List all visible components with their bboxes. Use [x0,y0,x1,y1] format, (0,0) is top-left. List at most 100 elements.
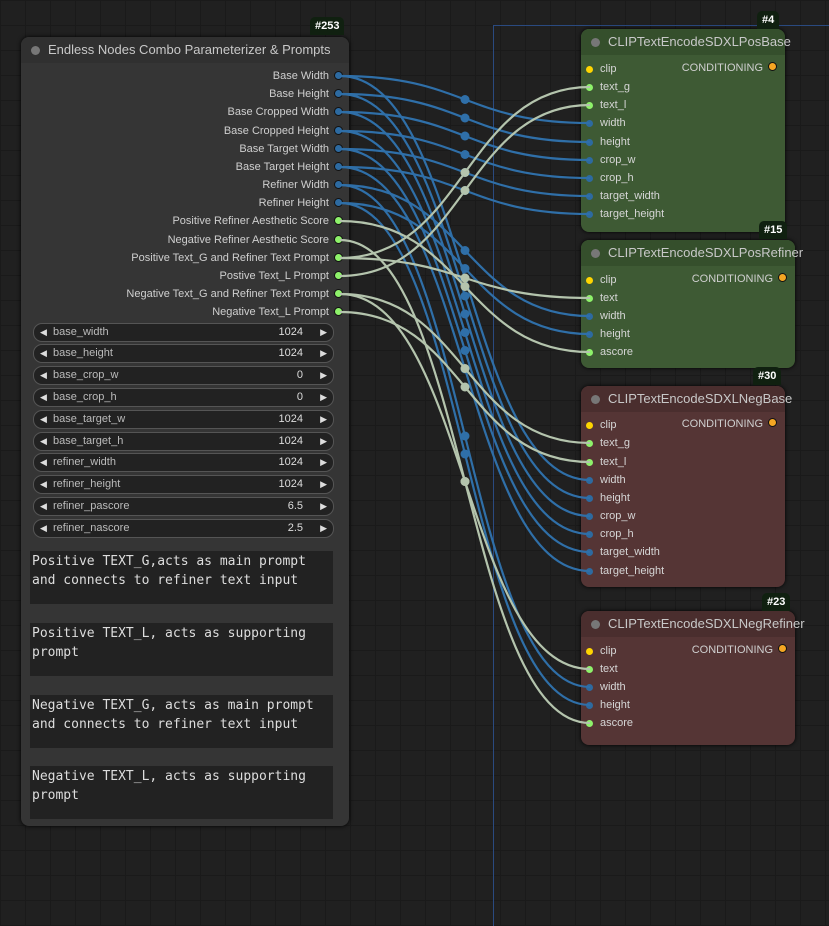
number-widget-refiner-height[interactable]: ◀ refiner_height 1024 ▶ [33,475,334,494]
output-socket-icon[interactable] [768,62,777,71]
input-slot-height[interactable]: height [586,491,630,505]
input-slot-target-height[interactable]: target_height [586,207,664,221]
increment-arrow-icon[interactable]: ▶ [320,436,327,446]
increment-arrow-icon[interactable]: ▶ [320,501,327,511]
decrement-arrow-icon[interactable]: ◀ [40,501,47,511]
input-slot-height[interactable]: height [586,327,630,341]
link-center-marker[interactable] [460,346,470,355]
input-socket-icon[interactable] [586,720,593,727]
widget-value[interactable]: 1024 [278,478,303,490]
input-slot-clip[interactable]: clip [586,418,617,432]
decrement-arrow-icon[interactable]: ◀ [40,327,47,337]
link-center-marker[interactable] [460,168,470,177]
prompt-textarea[interactable]: Positive TEXT_G,acts as main prompt and … [30,551,333,604]
input-socket-icon[interactable] [586,66,593,73]
increment-arrow-icon[interactable]: ▶ [320,327,327,337]
link-center-marker[interactable] [460,186,470,195]
input-slot-crop-w[interactable]: crop_w [586,509,635,523]
input-socket-icon[interactable] [586,666,593,673]
number-widget-base-height[interactable]: ◀ base_height 1024 ▶ [33,344,334,363]
input-socket-icon[interactable] [586,702,593,709]
link-center-marker[interactable] [460,282,470,291]
decrement-arrow-icon[interactable]: ◀ [40,414,47,424]
output-slot[interactable]: Refiner Width [262,178,343,192]
input-slot-text-g[interactable]: text_g [586,436,630,450]
input-slot-clip[interactable]: clip [586,644,617,658]
input-slot-target-width[interactable]: target_width [586,189,660,203]
input-socket-icon[interactable] [586,531,593,538]
collapse-dot-icon[interactable] [591,249,600,258]
link-center-marker[interactable] [460,273,470,283]
input-slot-ascore[interactable]: ascore [586,716,633,730]
input-slot-text-l[interactable]: text_l [586,455,626,469]
output-socket-icon[interactable] [778,273,787,282]
input-socket-icon[interactable] [586,440,593,447]
output-socket-icon[interactable] [334,271,343,280]
input-slot-ascore[interactable]: ascore [586,345,633,359]
output-socket-icon[interactable] [334,107,343,116]
input-socket-icon[interactable] [586,422,593,429]
collapse-dot-icon[interactable] [31,46,40,55]
node-title-bar[interactable]: CLIPTextEncodeSDXLPosBase [581,29,791,55]
input-slot-crop-h[interactable]: crop_h [586,171,634,185]
number-widget-refiner-pascore[interactable]: ◀ refiner_pascore 6.5 ▶ [33,497,334,516]
increment-arrow-icon[interactable]: ▶ [320,370,327,380]
link-center-marker[interactable] [460,131,470,141]
output-socket-icon[interactable] [334,126,343,135]
widget-value[interactable]: 1024 [278,347,303,359]
increment-arrow-icon[interactable]: ▶ [320,479,327,489]
link-center-marker[interactable] [460,477,470,486]
number-widget-base-crop-w[interactable]: ◀ base_crop_w 0 ▶ [33,366,334,385]
input-socket-icon[interactable] [586,102,593,109]
input-socket-icon[interactable] [586,295,593,302]
input-socket-icon[interactable] [586,193,593,200]
widget-value[interactable]: 1024 [278,435,303,447]
input-socket-icon[interactable] [586,459,593,466]
link-center-marker[interactable] [460,328,470,337]
widget-value[interactable]: 2.5 [287,522,303,534]
output-slot[interactable]: Negative Text_L Prompt [212,305,343,319]
output-slot[interactable]: Base Target Width [239,142,343,156]
decrement-arrow-icon[interactable]: ◀ [40,392,47,402]
output-slot[interactable]: Negative Text_G and Refiner Text Prompt [126,287,343,301]
input-slot-clip[interactable]: clip [586,273,617,287]
input-slot-text-g[interactable]: text_g [586,80,630,94]
input-socket-icon[interactable] [586,513,593,520]
output-socket-icon[interactable] [334,89,343,98]
input-slot-crop-w[interactable]: crop_w [586,153,635,167]
increment-arrow-icon[interactable]: ▶ [320,523,327,533]
link-center-marker[interactable] [460,113,470,123]
output-socket-icon[interactable] [334,216,343,225]
link-center-marker[interactable] [460,382,470,392]
conditioning-output[interactable]: CONDITIONING [692,644,787,656]
input-slot-target-height[interactable]: target_height [586,564,664,578]
output-socket-icon[interactable] [778,644,787,653]
input-socket-icon[interactable] [586,648,593,655]
link-center-marker[interactable] [460,449,470,459]
clip-text-encode-node[interactable]: CLIPTextEncodeSDXLNegRefiner CONDITIONING… [581,611,805,745]
input-slot-text[interactable]: text [586,662,618,676]
prompt-textarea[interactable]: Negative TEXT_G, acts as main prompt and… [30,695,333,748]
widget-value[interactable]: 0 [296,369,303,381]
widget-value[interactable]: 0 [296,391,303,403]
input-slot-height[interactable]: height [586,698,630,712]
prompt-textarea[interactable]: Negative TEXT_L, acts as supporting prom… [30,766,333,819]
input-slot-clip[interactable]: clip [586,62,617,76]
input-socket-icon[interactable] [586,157,593,164]
link-center-marker[interactable] [460,364,470,374]
prompt-textarea[interactable]: Positive TEXT_L, acts as supporting prom… [30,623,333,676]
number-widget-base-width[interactable]: ◀ base_width 1024 ▶ [33,323,334,342]
output-slot[interactable]: Negative Refiner Aesthetic Score [168,233,343,247]
clip-text-encode-node[interactable]: CLIPTextEncodeSDXLPosRefiner CONDITIONING… [581,240,803,368]
input-socket-icon[interactable] [586,549,593,556]
output-slot[interactable]: Base Height [269,87,343,101]
link-center-marker[interactable] [460,246,470,255]
link-center-marker[interactable] [460,309,470,319]
output-slot[interactable]: Postive Text_L Prompt [220,269,343,283]
decrement-arrow-icon[interactable]: ◀ [40,457,47,467]
input-slot-text-l[interactable]: text_l [586,98,626,112]
output-slot[interactable]: Positive Refiner Aesthetic Score [172,214,343,228]
input-socket-icon[interactable] [586,684,593,691]
increment-arrow-icon[interactable]: ▶ [320,392,327,402]
input-socket-icon[interactable] [586,495,593,502]
